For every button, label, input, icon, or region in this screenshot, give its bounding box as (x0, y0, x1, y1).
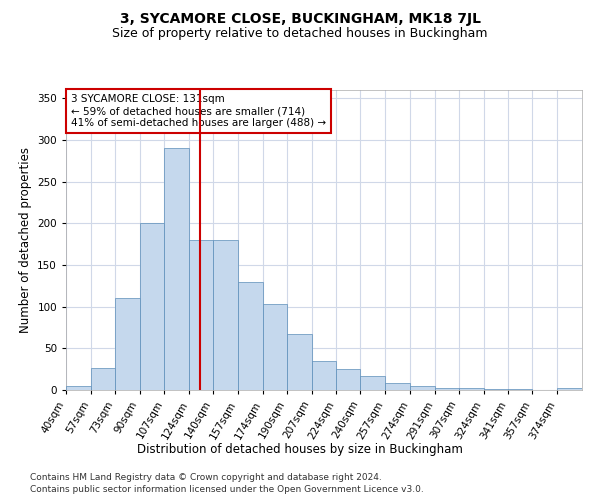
Bar (190, 240, 213, 390)
Text: Size of property relative to detached houses in Buckingham: Size of property relative to detached ho… (112, 28, 488, 40)
Bar (66, 386, 91, 390)
Text: Distribution of detached houses by size in Buckingham: Distribution of detached houses by size … (137, 442, 463, 456)
Bar (508, 389, 532, 390)
Bar (385, 384, 410, 390)
Text: 3, SYCAMORE CLOSE, BUCKINGHAM, MK18 7JL: 3, SYCAMORE CLOSE, BUCKINGHAM, MK18 7JL (119, 12, 481, 26)
Y-axis label: Number of detached properties: Number of detached properties (19, 147, 32, 333)
Bar (91, 368, 115, 390)
Text: 3 SYCAMORE CLOSE: 131sqm
← 59% of detached houses are smaller (714)
41% of semi-: 3 SYCAMORE CLOSE: 131sqm ← 59% of detach… (71, 94, 326, 128)
Bar (557, 388, 582, 390)
Bar (115, 298, 140, 390)
Bar (458, 388, 484, 390)
Bar (164, 148, 190, 390)
Bar (263, 304, 287, 390)
Bar (238, 282, 263, 390)
Bar (140, 224, 164, 390)
Bar (435, 388, 458, 390)
Bar (337, 369, 360, 390)
Bar (484, 389, 508, 390)
Bar (410, 386, 435, 390)
Bar (360, 376, 385, 390)
Bar (287, 334, 311, 390)
Text: Contains public sector information licensed under the Open Government Licence v3: Contains public sector information licen… (30, 485, 424, 494)
Bar (311, 361, 337, 390)
Bar (213, 240, 238, 390)
Text: Contains HM Land Registry data © Crown copyright and database right 2024.: Contains HM Land Registry data © Crown c… (30, 472, 382, 482)
